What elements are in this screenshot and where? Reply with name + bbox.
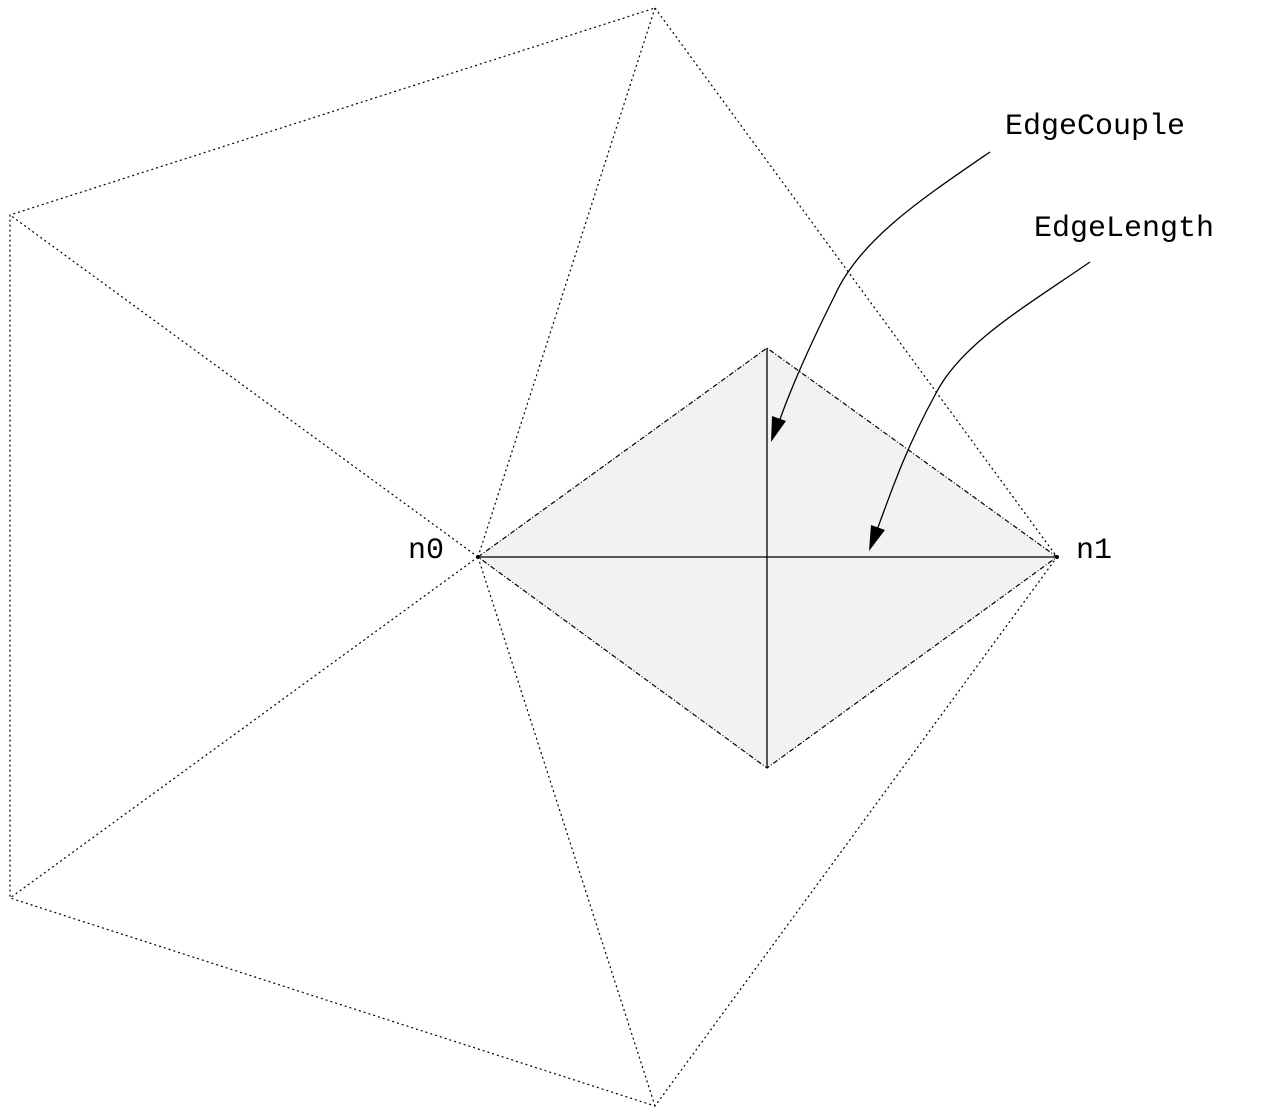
edge-length-arrowhead [869,525,885,551]
edge-couple-label: EdgeCouple [1005,110,1186,144]
node-n1-label: n1 [1076,534,1113,568]
edge-couple-arrowhead [771,416,786,442]
edge-length-label: EdgeLength [1034,212,1215,246]
mesh-edge-n0-bottom [477,556,656,1107]
node-n1-marker [1055,555,1059,559]
mesh-edge-n0-upper-left [9,214,479,558]
edge-length-arrow [876,261,1091,531]
mesh-edge-n0-lower-left [9,556,479,899]
edge-couple-arrow [777,151,991,426]
node-n0-label: n0 [408,534,445,568]
node-n0-marker [476,555,480,559]
mesh-edge-n0-top [477,7,656,558]
